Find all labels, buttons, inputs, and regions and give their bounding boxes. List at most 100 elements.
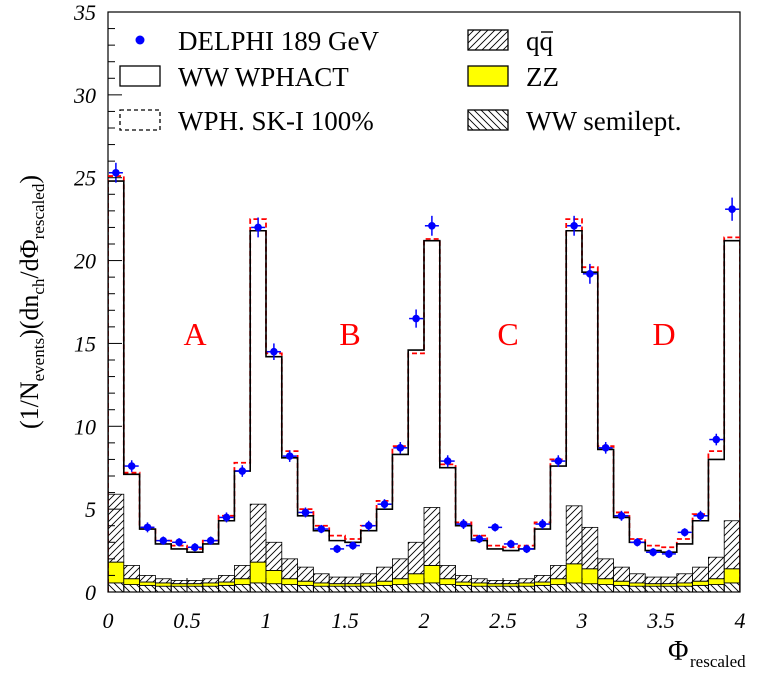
qq-bar-24 (486, 580, 504, 585)
data-point-2 (143, 523, 152, 532)
data-point-27 (538, 520, 547, 528)
x-tick-label-5: 2.5 (489, 608, 517, 633)
semilept-bar-19 (407, 583, 425, 592)
qq-bar-29 (565, 505, 583, 565)
data-point-10 (270, 347, 278, 356)
data-point-9 (254, 223, 262, 232)
qq-bar-2 (139, 575, 156, 583)
semilept-bar-25 (502, 585, 520, 592)
semilept-bar-26 (518, 585, 535, 592)
zz-bar-28 (550, 578, 567, 585)
semilept-bar-32 (613, 584, 630, 592)
y-label-part-6: ) (15, 175, 44, 184)
qq-bar-0 (108, 493, 125, 563)
legend-data-marker (135, 35, 145, 45)
semilept-bar-28 (550, 584, 567, 592)
y-label-part-1: events (29, 338, 48, 381)
data-point-22 (459, 520, 468, 528)
semilept-bar-22 (455, 584, 472, 592)
x-axis-label-sub: rescaled (690, 652, 746, 671)
zz-bar-23 (470, 582, 488, 587)
qq-bar-33 (629, 573, 646, 584)
semilept-bar-5 (186, 585, 204, 592)
data-point-26 (522, 545, 531, 553)
zz-bar-36 (676, 582, 693, 587)
semilept-bar-18 (391, 584, 409, 592)
zz-bar-10 (265, 570, 283, 585)
axes: 0 5 10 15 20 25 30 35 0 0.5 1 1.5 2 2.5 3 3.5 4 (73, 0, 746, 633)
qq-bar-9 (249, 503, 267, 563)
qq-bar-10 (265, 541, 283, 571)
data-point-5 (191, 543, 199, 552)
y-tick-label-6: 30 (73, 83, 96, 108)
legend-data-label: DELPHI 189 GeV (178, 26, 379, 56)
zz-bar-39 (723, 568, 740, 584)
y-tick-label-0: 0 (85, 580, 96, 605)
zz-bar-18 (391, 578, 409, 585)
semilept-bar-38 (708, 584, 725, 592)
zz-bar-8 (233, 578, 251, 585)
data-point-24 (491, 523, 499, 532)
semilept-bar-20 (423, 582, 441, 592)
zz-bar-16 (360, 582, 377, 587)
legend-semilept-label: WW semilept. (526, 106, 681, 136)
data-point-34 (649, 548, 657, 557)
semilept-bar-31 (597, 584, 614, 592)
y-label-part-5: rescaled (29, 183, 48, 239)
data-point-29 (570, 221, 578, 230)
x-tick-label-1: 0.5 (173, 608, 201, 633)
x-tick-label-2: 1 (261, 608, 272, 633)
zz-bar-13 (312, 582, 330, 587)
qq-bar-19 (407, 541, 425, 575)
semilept-bar-7 (218, 584, 235, 592)
data-point-18 (396, 444, 405, 452)
qq-bar-30 (581, 526, 599, 570)
qq-bar-37 (692, 566, 709, 582)
data-point-25 (507, 540, 515, 548)
x-tick-label-3: 1.5 (331, 608, 359, 633)
data-point-11 (285, 452, 294, 460)
qq-bar-39 (723, 520, 740, 570)
qq-bar-38 (708, 556, 725, 580)
qq-bar-23 (470, 578, 488, 584)
qq-bar-25 (502, 580, 520, 585)
zz-bar-21 (439, 578, 456, 585)
zz-bar-12 (297, 580, 314, 586)
region-label-a: A (183, 316, 206, 352)
data-point-0 (112, 168, 120, 177)
qq-bar-12 (297, 566, 314, 582)
zz-bar-19 (407, 573, 425, 585)
legend: DELPHI 189 GeV WW WPHACT WPH. SK-I 100% … (119, 26, 681, 136)
qq-stack (108, 493, 740, 585)
data-point-15 (349, 541, 357, 550)
legend-sk1-label: WPH. SK-I 100% (178, 106, 374, 136)
qq-bar-32 (613, 566, 630, 582)
legend-entry-zz: ZZ (467, 62, 559, 92)
zz-bar-17 (376, 580, 393, 586)
semilept-bar-12 (297, 584, 314, 592)
y-tick-label-2: 10 (74, 414, 96, 439)
data-point-16 (364, 521, 373, 530)
semilept-bar-23 (470, 585, 488, 592)
zz-bar-2 (139, 581, 156, 586)
zz-bar-27 (534, 581, 551, 586)
qq-bar-6 (202, 578, 220, 584)
semilept-bar-29 (565, 582, 583, 592)
qq-bar-15 (344, 576, 362, 585)
semilept-bar-14 (328, 585, 346, 592)
y-label-part-3: ch (29, 278, 48, 295)
data-point-3 (159, 536, 168, 545)
semilept-bar-11 (281, 584, 298, 592)
semilept-bar-3 (154, 585, 172, 592)
semilept-bar-15 (344, 585, 362, 592)
y-tick-label-1: 5 (85, 497, 96, 522)
zz-bar-0 (108, 561, 125, 584)
y-label-part-4: /dΦ (15, 239, 44, 278)
semilept-bar-34 (644, 585, 662, 592)
legend-qq-qbar: q (540, 26, 554, 56)
semilept-bar-36 (676, 585, 693, 592)
qq-bar-28 (550, 565, 567, 580)
qq-bar-11 (281, 558, 298, 580)
semilept-bar-35 (660, 585, 678, 592)
